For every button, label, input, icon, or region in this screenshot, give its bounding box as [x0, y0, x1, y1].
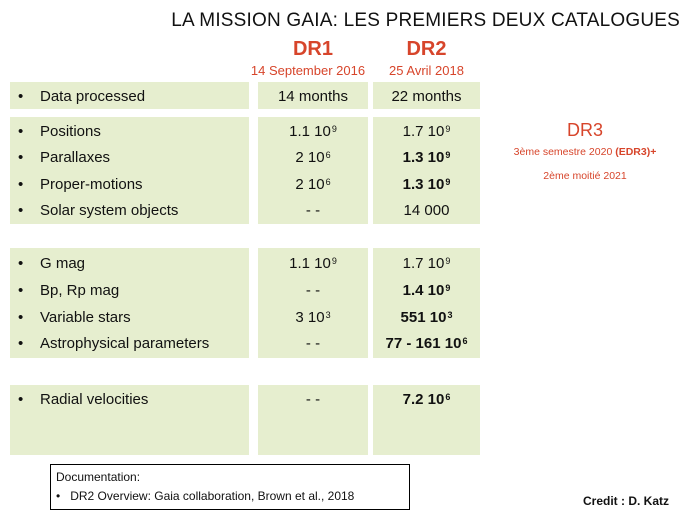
dr1-value: 14 months: [277, 88, 349, 105]
dr3-schedule-2: 2ème moitié 2021: [543, 170, 627, 182]
dr1-value: 1.1 109: [289, 255, 337, 272]
bullet-marker: •: [18, 202, 24, 219]
documentation-box: Documentation: • DR2 Overview: Gaia coll…: [50, 464, 410, 510]
dr3-header: DR3: [566, 120, 603, 140]
row-label: Parallaxes: [40, 149, 111, 166]
dr1-value: 2 106: [295, 149, 331, 166]
dr2-value: 14 000: [403, 202, 450, 219]
dr2-value: 1.3 109: [402, 149, 451, 166]
dr2-value: 77 - 161 106: [385, 335, 468, 352]
label-box-astrometry: [10, 117, 249, 224]
dr2-value: 1.4 109: [402, 282, 451, 299]
label-box-spectroscopy: [10, 385, 249, 455]
row-label: Data processed: [40, 88, 146, 105]
dr1-box-spectroscopy: [258, 385, 368, 455]
row-label: Variable stars: [40, 309, 131, 326]
dr1-box-processing: [258, 82, 368, 109]
dr2-box-spectroscopy: [373, 385, 480, 455]
bullet-marker: •: [18, 335, 24, 352]
dr1-value: 1.1 109: [289, 123, 337, 140]
dr2-value: 551 103: [400, 309, 453, 326]
dr1-value: - -: [305, 335, 321, 352]
credit-label: Credit : D. Katz: [583, 494, 670, 508]
bullet-marker: •: [18, 391, 24, 408]
dr2-value: 1.7 109: [402, 255, 451, 272]
dr2-box-processing: [373, 82, 480, 109]
documentation-heading: Documentation:: [56, 470, 141, 484]
label-box-photometry: [10, 248, 249, 358]
row-label: Astrophysical parameters: [40, 335, 210, 352]
dr1-value: 3 103: [295, 309, 331, 326]
dr1-value: - -: [305, 282, 321, 299]
dr1-header: DR1: [292, 38, 333, 60]
bullet-marker: •: [18, 255, 24, 272]
row-label: Positions: [40, 123, 101, 140]
dr1-value: 2 106: [295, 176, 331, 193]
bullet-marker: •: [18, 176, 24, 193]
dr2-value: 1.7 109: [402, 123, 451, 140]
bullet-marker: •: [18, 123, 24, 140]
dr2-box-photometry: [373, 248, 480, 358]
dr2-box-astrometry: [373, 117, 480, 224]
dr2-header: DR2: [406, 38, 447, 60]
row-label: Bp, Rp mag: [40, 282, 120, 299]
row-label: G mag: [40, 255, 86, 272]
bullet-marker: •: [18, 282, 24, 299]
dr2-date: 25 Avril 2018: [389, 63, 464, 78]
label-box-processing: [10, 82, 249, 109]
bullet-marker: •: [18, 149, 24, 166]
dr1-box-astrometry: [258, 117, 368, 224]
row-label: Proper-motions: [40, 176, 143, 193]
dr1-box-photometry: [258, 248, 368, 358]
dr1-date: 14 September 2016: [250, 63, 366, 78]
bullet-marker: •: [18, 88, 24, 105]
dr1-value: - -: [305, 391, 321, 408]
dr2-value: 1.3 109: [402, 176, 451, 193]
documentation-item: • DR2 Overview: Gaia collaboration, Brow…: [56, 489, 355, 503]
dr3-schedule: 3ème semestre 2020 (EDR3)+: [513, 146, 657, 158]
bullet-marker: •: [18, 309, 24, 326]
dr2-value: 7.2 106: [402, 391, 451, 408]
dr1-value: - -: [305, 202, 321, 219]
dr2-value: 22 months: [391, 88, 462, 105]
slide-title: LA MISSION GAIA: LES PREMIERS DEUX CATAL…: [171, 10, 680, 31]
row-label: Radial velocities: [40, 391, 149, 408]
row-label: Solar system objects: [40, 202, 179, 219]
